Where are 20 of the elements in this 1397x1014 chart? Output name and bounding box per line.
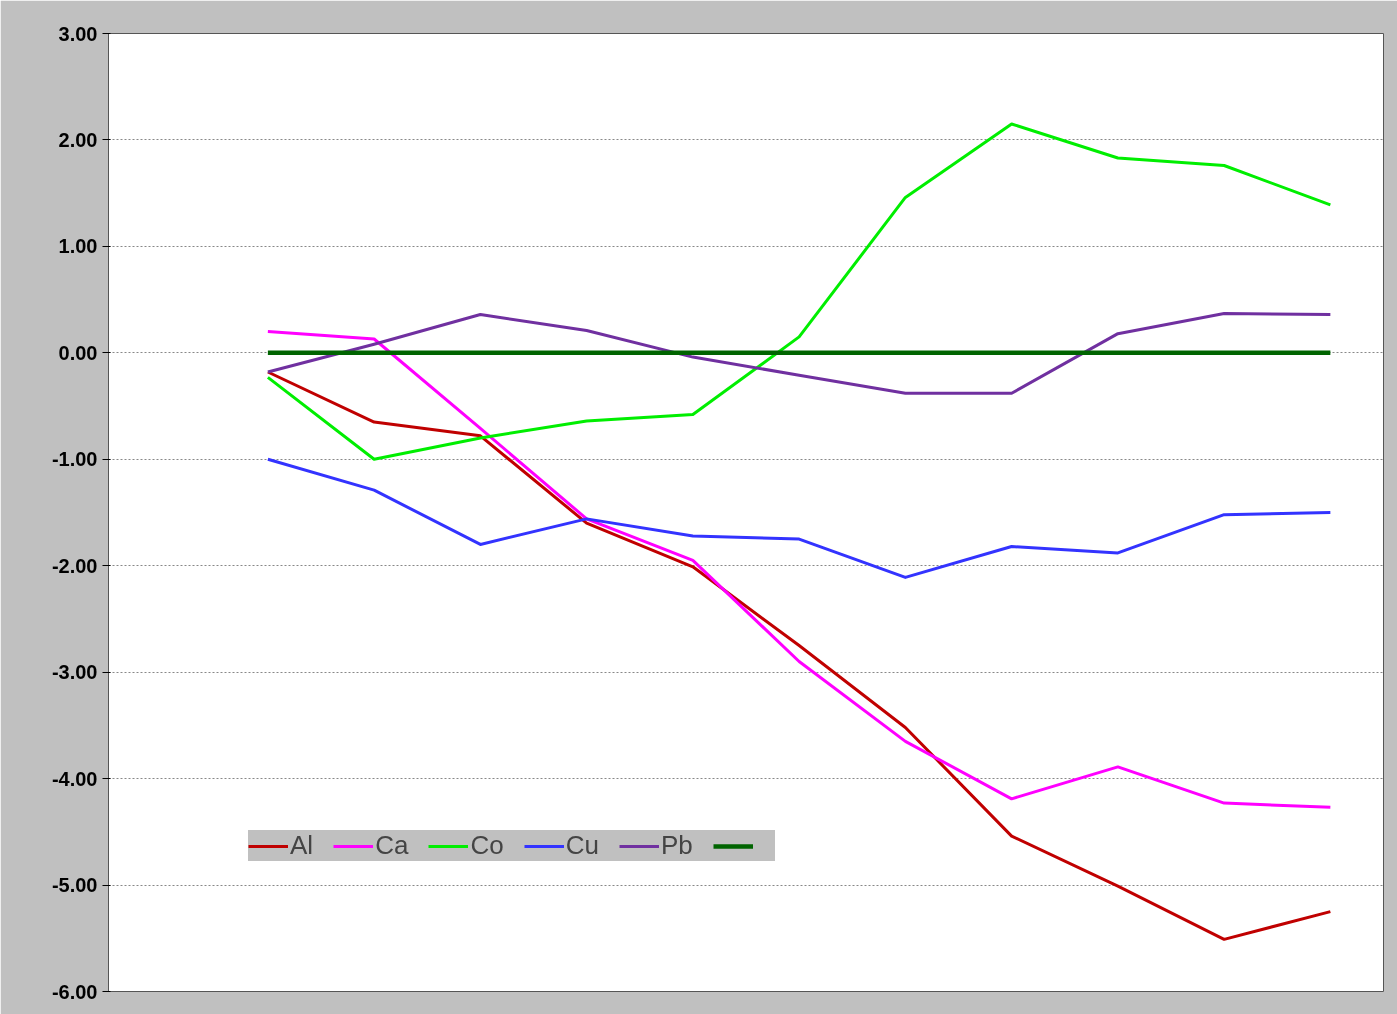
y-tick-label: 2.00 [58,128,98,151]
y-tick-label: -2.00 [51,554,98,577]
y-tick-label: 1.00 [58,235,98,258]
y-tick-label: -4.00 [51,767,98,790]
y-tick-label: -1.00 [51,448,98,471]
line-series [266,311,1332,395]
line-series [266,122,1332,461]
legend-label: Ca [375,830,409,861]
y-tick-label: -3.00 [51,661,98,684]
legend-label: Pb [660,830,693,861]
y-tick-label: -5.00 [51,874,98,897]
legend-label: Cu [565,830,599,861]
y-tick-label: 3.00 [58,22,98,45]
line-series [266,457,1332,579]
legend-label: Al [290,830,314,861]
line-series [266,370,1332,941]
legend-label: Co [470,830,504,861]
y-tick-label: -6.00 [51,980,98,1003]
line-series [266,330,1332,809]
y-tick-label: 0.00 [58,341,98,364]
